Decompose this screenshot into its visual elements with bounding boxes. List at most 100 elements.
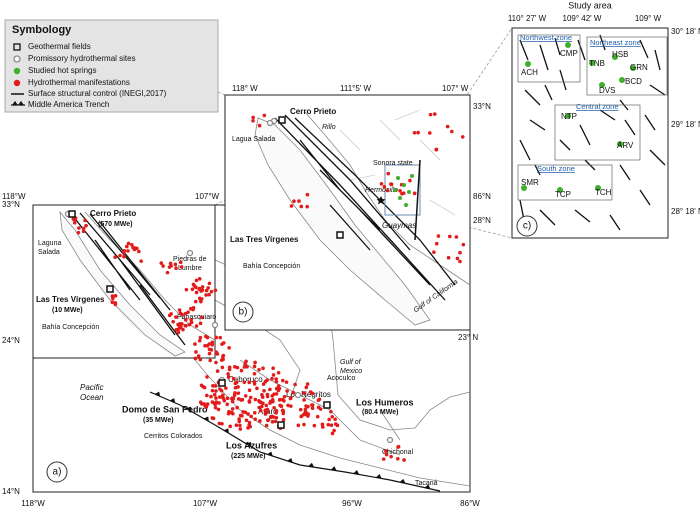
hydrothermal-dot <box>84 223 88 228</box>
panel-label: c) <box>523 221 531 232</box>
coord-label: 24°N <box>2 336 20 345</box>
geothermal-field <box>278 116 286 124</box>
place-label: Salada <box>38 249 60 256</box>
place-label: Cerro Prieto <box>290 107 336 116</box>
hot-spring-dot <box>521 185 527 191</box>
hydrothermal-dot <box>227 346 231 350</box>
hydrothermal-dot <box>412 130 417 135</box>
hydrothermal-dot <box>384 449 388 453</box>
hydrothermal-dot <box>276 370 281 375</box>
promissory-site <box>266 119 274 127</box>
legend-box <box>4 19 219 113</box>
hydrothermal-dot <box>289 396 293 400</box>
hydrothermal-dot <box>76 230 81 235</box>
hydrothermal-dot <box>178 260 183 265</box>
baja-peninsula <box>59 210 186 357</box>
hydrothermal-dot <box>289 204 294 208</box>
hydrothermal-dot <box>183 318 188 322</box>
hydrothermal-dot <box>72 217 77 222</box>
hydrothermal-dot <box>226 411 231 416</box>
site-label: TNB <box>589 59 605 68</box>
hydrothermal-dot <box>206 286 210 290</box>
site-label: SMR <box>521 178 539 187</box>
place-label: Los Negritos <box>286 390 331 399</box>
hydrothermal-dot <box>205 402 210 406</box>
hydrothermal-dot <box>434 241 439 246</box>
hydrothermal-dot <box>330 414 334 419</box>
legend-symbol <box>13 55 21 63</box>
hydrothermal-dot <box>177 323 181 328</box>
hot-spring-dot <box>612 54 618 60</box>
hydrothermal-dot <box>110 300 115 304</box>
hydrothermal-dot <box>274 415 279 420</box>
hydrothermal-dot <box>270 376 274 381</box>
hydrothermal-dot <box>113 301 118 305</box>
trench-tooth <box>246 441 252 447</box>
hydrothermal-dot <box>176 330 181 335</box>
hydrothermal-dot <box>230 399 235 404</box>
hydrothermal-dot <box>214 335 219 340</box>
hydrothermal-dot <box>445 124 450 129</box>
hydrothermal-dot <box>252 371 257 376</box>
coord-label: 23° N <box>458 333 478 342</box>
zone-label: Central zone <box>576 102 619 111</box>
hydrothermal-dot <box>219 388 224 393</box>
place-label: Guaymas <box>382 221 416 230</box>
trench-tooth <box>203 416 209 422</box>
hydrothermal-dot <box>458 250 462 255</box>
hydrothermal-dot <box>436 234 441 238</box>
coord-label: 109° W <box>635 14 662 23</box>
hydrothermal-dot <box>229 410 234 415</box>
hot-spring-dot <box>393 188 397 192</box>
hydrothermal-dot <box>242 380 247 385</box>
connector <box>217 91 226 96</box>
trench-tooth <box>154 391 161 397</box>
hydrothermal-dot <box>217 401 221 405</box>
hydrothermal-dot <box>211 384 215 388</box>
hydrothermal-dot <box>210 400 215 404</box>
coord-label: 107°W <box>195 192 220 201</box>
promissory-site <box>386 436 394 444</box>
hydrothermal-dot <box>434 147 438 152</box>
hydrothermal-dot <box>382 184 387 189</box>
hydrothermal-dot <box>386 171 391 176</box>
hydrothermal-dot <box>282 399 286 403</box>
hydrothermal-dot <box>257 405 261 410</box>
hydrothermal-dot <box>280 408 285 413</box>
hydrothermal-dot <box>200 315 204 320</box>
geothermal-field <box>323 401 331 409</box>
coord-label: 110° 27' W <box>508 14 547 23</box>
hydrothermal-dot <box>316 398 321 403</box>
hydrothermal-dot <box>124 244 129 249</box>
hydrothermal-dot <box>416 130 420 135</box>
place-label: (80.4 MWe) <box>362 409 398 416</box>
hydrothermal-dot <box>204 293 208 297</box>
hydrothermal-dot <box>262 113 267 118</box>
hydrothermal-dot <box>132 246 137 250</box>
hydrothermal-dot <box>111 296 115 301</box>
place-label: Acoculco <box>327 375 356 382</box>
hydrothermal-dot <box>302 412 306 417</box>
hydrothermal-dot <box>225 396 230 401</box>
zone-box <box>554 104 641 161</box>
hydrothermal-dot <box>174 315 178 319</box>
hot-spring-dot <box>525 61 531 67</box>
hydrothermal-dot <box>253 397 258 402</box>
hydrothermal-dot <box>194 285 198 290</box>
site-label: ACH <box>521 68 538 77</box>
hydrothermal-dot <box>242 365 247 369</box>
hydrothermal-dot <box>168 261 173 266</box>
hydrothermal-dot <box>81 226 86 231</box>
hydrothermal-dot <box>194 350 198 354</box>
hydrothermal-dot <box>214 389 218 393</box>
hydrothermal-dot <box>310 403 314 407</box>
coastline <box>84 211 216 341</box>
hydrothermal-dot <box>213 384 218 388</box>
place-label: Los Azufres <box>226 440 277 450</box>
hydrothermal-dot <box>268 399 273 404</box>
hydrothermal-dot <box>446 255 451 260</box>
hydrothermal-dot <box>304 385 309 390</box>
hydrothermal-dot <box>239 368 244 373</box>
coord-label: 33°N <box>2 200 20 209</box>
